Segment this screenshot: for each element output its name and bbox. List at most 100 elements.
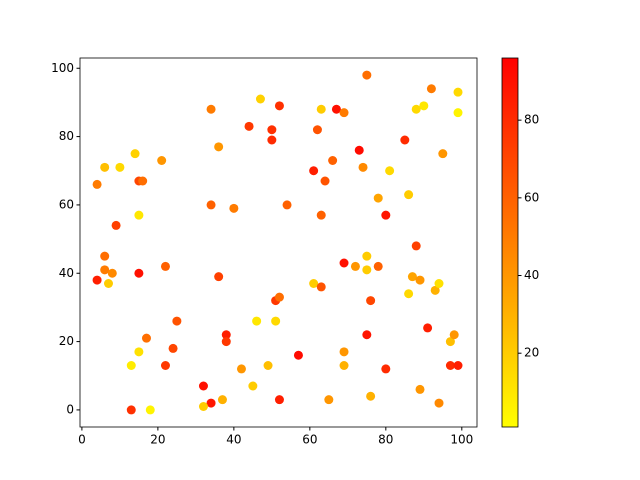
- point: [221, 330, 231, 340]
- point: [206, 398, 216, 408]
- colorbar-tick-label: 40: [524, 268, 539, 282]
- point: [354, 145, 364, 155]
- point: [404, 289, 414, 299]
- point: [350, 261, 360, 271]
- point: [263, 361, 273, 370]
- point: [198, 402, 208, 411]
- point: [134, 210, 144, 220]
- point: [324, 395, 334, 405]
- point: [92, 275, 102, 285]
- point: [138, 176, 148, 186]
- point: [206, 200, 216, 210]
- point: [411, 104, 421, 114]
- point: [445, 361, 455, 370]
- point: [145, 405, 155, 415]
- point: [198, 381, 208, 391]
- point: [229, 203, 239, 213]
- point: [267, 125, 277, 135]
- point: [168, 343, 178, 353]
- point: [252, 316, 262, 326]
- point: [366, 296, 376, 306]
- point: [274, 395, 284, 405]
- point: [160, 261, 170, 271]
- colorbar-tick-label: 60: [524, 190, 539, 204]
- point: [103, 279, 113, 288]
- x-tick-label: 60: [302, 433, 317, 447]
- point: [255, 94, 265, 104]
- point: [328, 156, 338, 165]
- point: [362, 251, 372, 261]
- point: [100, 162, 110, 172]
- point: [331, 104, 341, 114]
- point: [366, 391, 376, 401]
- point: [141, 333, 151, 343]
- point: [236, 364, 246, 374]
- point: [316, 210, 326, 220]
- point: [381, 210, 391, 220]
- point: [438, 149, 448, 159]
- point: [362, 330, 372, 340]
- point: [445, 337, 455, 347]
- point: [282, 200, 292, 210]
- point: [411, 241, 421, 251]
- x-tick-label: 80: [378, 433, 393, 447]
- x-tick-label: 100: [450, 433, 473, 447]
- point: [449, 330, 459, 340]
- point: [157, 156, 167, 165]
- point: [134, 268, 144, 278]
- point: [453, 108, 463, 118]
- point: [415, 275, 425, 285]
- y-tick-label: 20: [59, 334, 74, 348]
- point: [426, 84, 436, 94]
- colorbar-tick-label: 80: [524, 113, 539, 127]
- point: [126, 361, 136, 370]
- point: [107, 268, 117, 278]
- y-tick-label: 0: [66, 402, 74, 416]
- colorbar-tick-label: 20: [524, 346, 539, 360]
- point: [430, 285, 440, 295]
- point: [373, 261, 383, 271]
- point: [404, 190, 414, 200]
- point: [248, 381, 258, 391]
- point: [312, 125, 322, 135]
- point: [434, 279, 444, 288]
- point: [400, 135, 410, 145]
- point: [244, 121, 254, 131]
- point: [385, 166, 395, 176]
- point: [111, 220, 121, 230]
- point: [221, 337, 231, 347]
- point: [423, 323, 433, 333]
- point: [92, 179, 102, 189]
- point: [373, 193, 383, 203]
- axes-frame: [79, 57, 478, 428]
- point: [362, 265, 372, 275]
- point: [407, 272, 417, 282]
- x-tick-label: 40: [226, 433, 241, 447]
- point: [453, 87, 463, 97]
- point: [206, 104, 216, 114]
- point: [271, 316, 281, 326]
- point: [316, 282, 326, 292]
- point: [126, 405, 136, 415]
- point: [309, 279, 319, 288]
- colorbar: [501, 57, 519, 428]
- y-tick-label: 60: [59, 197, 74, 211]
- point: [217, 395, 227, 405]
- point: [115, 162, 125, 172]
- point: [214, 272, 224, 282]
- point: [419, 101, 429, 111]
- point: [293, 350, 303, 360]
- point: [339, 108, 349, 118]
- point: [415, 384, 425, 394]
- point: [320, 176, 330, 186]
- point: [274, 101, 284, 111]
- point: [214, 142, 224, 152]
- point: [453, 361, 463, 370]
- y-tick-label: 100: [51, 61, 74, 75]
- point: [339, 361, 349, 370]
- point: [339, 347, 349, 357]
- y-tick-label: 80: [59, 129, 74, 143]
- x-tick-label: 20: [150, 433, 165, 447]
- point: [274, 292, 284, 302]
